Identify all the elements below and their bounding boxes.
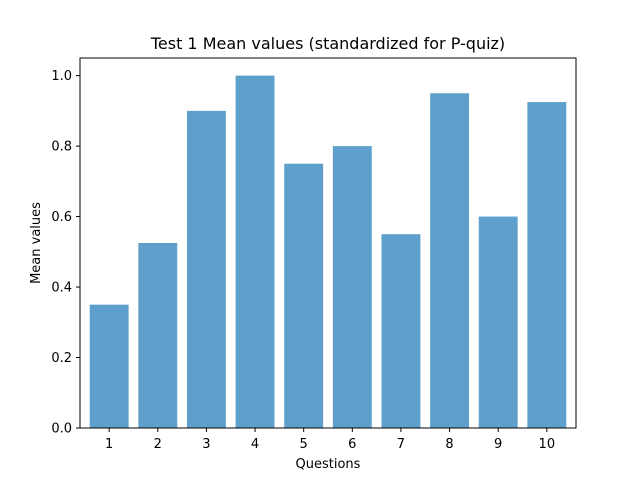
x-tick-label: 10 [539, 437, 556, 452]
x-tick-label: 5 [300, 437, 308, 452]
x-tick-label: 4 [251, 437, 259, 452]
x-tick-label: 7 [397, 437, 405, 452]
bar-question-10 [527, 102, 567, 429]
x-tick-label: 3 [202, 437, 210, 452]
y-tick-label: 0.8 [51, 140, 72, 155]
bar-question-7 [381, 234, 421, 428]
y-tick-label: 0.0 [51, 422, 72, 437]
bars-group [89, 75, 567, 429]
x-tick-label: 9 [494, 437, 502, 452]
bar-question-6 [332, 146, 372, 428]
x-tick-label: 6 [348, 437, 356, 452]
x-axis-ticks: 1 2 3 4 5 6 7 8 9 10 [105, 428, 555, 452]
x-tick-label: 2 [154, 437, 162, 452]
y-axis-label: Mean values [29, 202, 44, 284]
bar-question-1 [89, 304, 129, 428]
chart-title: Test 1 Mean values (standardized for P-q… [150, 34, 505, 53]
bar-question-8 [430, 93, 470, 428]
bar-question-5 [284, 163, 324, 428]
y-tick-label: 0.4 [51, 281, 72, 296]
y-tick-label: 0.2 [51, 351, 72, 366]
y-tick-label: 1.0 [51, 69, 72, 84]
y-axis-ticks: 0.0 0.2 0.4 0.6 0.8 1.0 [51, 69, 80, 437]
x-axis-label: Questions [296, 457, 361, 472]
bar-question-2 [138, 243, 178, 428]
plot-frame [79, 57, 577, 429]
x-tick-label: 8 [445, 437, 453, 452]
bar-question-4 [235, 75, 275, 428]
bar-question-3 [186, 110, 226, 428]
bar-question-9 [478, 216, 518, 428]
y-tick-label: 0.6 [51, 210, 72, 225]
x-tick-label: 1 [105, 437, 113, 452]
